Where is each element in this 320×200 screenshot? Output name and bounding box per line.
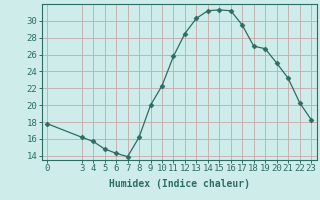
- X-axis label: Humidex (Indice chaleur): Humidex (Indice chaleur): [109, 179, 250, 189]
